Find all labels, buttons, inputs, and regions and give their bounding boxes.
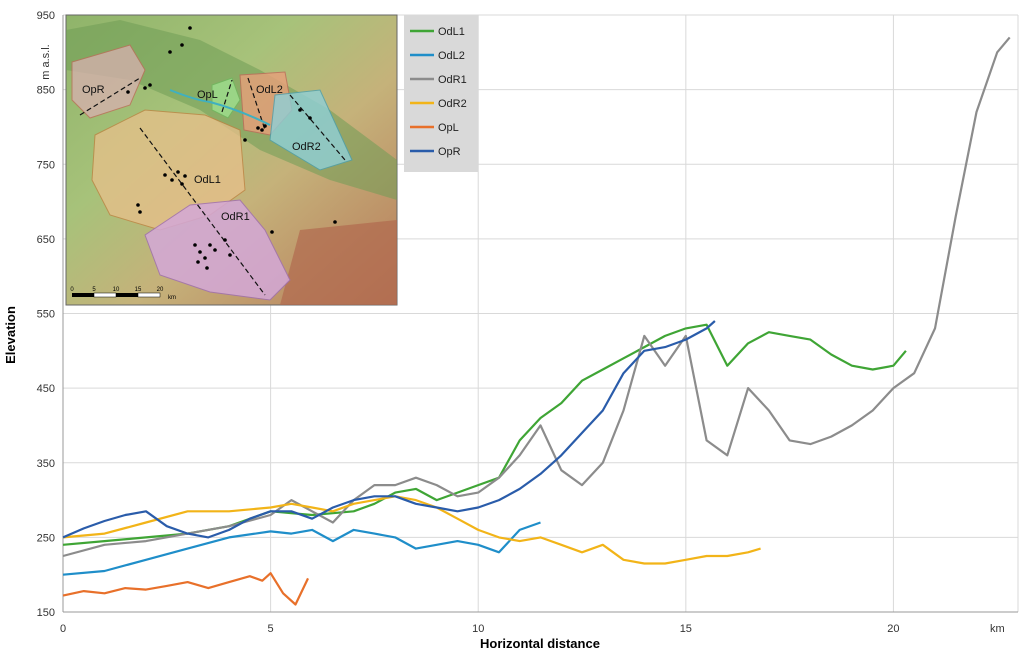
axes	[62, 15, 1018, 613]
legend-label-odl2: OdL2	[438, 50, 465, 62]
map-label-opl: OpL	[197, 89, 218, 101]
y-tick-label: 750	[37, 159, 55, 171]
area-odr1	[144, 199, 291, 301]
y-tick-label: 250	[37, 532, 55, 544]
scale-tick-15: 15	[135, 287, 142, 293]
map-label-odl2: OdL2	[256, 84, 283, 96]
y-tick-label: 950	[37, 10, 55, 22]
y-tick-labels: 150 250 350 450 550 650 750 850 950	[37, 10, 55, 619]
y-tick-label: 350	[37, 458, 55, 470]
x-tick-labels: 0 5 10 15 20	[60, 623, 900, 635]
scale-tick-20: 20	[157, 287, 164, 293]
map-label-odl1: OdL1	[194, 174, 221, 186]
legend-label-opr: OpR	[438, 146, 461, 158]
river	[169, 89, 271, 126]
area-odr2	[269, 89, 353, 171]
y-tick-label: 850	[37, 85, 55, 97]
map-scale-bar: 0 5 10 15 20 km	[70, 287, 176, 301]
y-tick-label: 150	[37, 607, 55, 619]
profile-line-opl	[221, 79, 233, 113]
sample-points	[126, 26, 337, 270]
legend-label-odl1: OdL1	[438, 26, 465, 38]
map-label-odr2: OdR2	[292, 141, 321, 153]
legend-box	[404, 15, 478, 172]
scale-unit: km	[168, 295, 176, 301]
profile-line-odl2	[247, 77, 266, 131]
series-line-odr1	[62, 36, 1011, 558]
scale-tick-10: 10	[113, 287, 120, 293]
x-tick-label: 0	[60, 623, 66, 635]
x-tick-label: 20	[887, 623, 899, 635]
profile-line-odr2	[289, 94, 346, 161]
x-tick-label: 5	[268, 623, 274, 635]
inset-map: 0 5 10 15 20 km OpR OpL OdL2 OdR2 OdL1 O…	[40, 14, 398, 306]
series-lines	[62, 36, 1011, 606]
y-tick-label: 450	[37, 383, 55, 395]
scale-tick-0: 0	[70, 287, 74, 293]
map-mountains	[280, 220, 397, 305]
x-tick-label: 15	[680, 623, 692, 635]
series-line-opr	[62, 320, 716, 539]
area-opr	[71, 44, 146, 119]
map-label-odr1: OdR1	[221, 211, 250, 223]
profile-line-opr	[79, 77, 141, 116]
profile-line-odl1-odr1	[139, 127, 266, 296]
y-tick-label: 650	[37, 234, 55, 246]
y-tick-label: 550	[37, 309, 55, 321]
scale-tick-5: 5	[92, 287, 96, 293]
y-axis-title: Elevation	[3, 306, 18, 364]
x-unit-label: km	[990, 623, 1005, 635]
series-line-odl2	[62, 521, 541, 576]
x-tick-label: 10	[472, 623, 484, 635]
legend-label-odr2: OdR2	[438, 98, 467, 110]
legend-label-odr1: OdR1	[438, 74, 467, 86]
series-line-odr2	[62, 495, 761, 565]
series-line-opl	[62, 572, 309, 606]
legend-label-opl: OpL	[438, 122, 459, 134]
x-axis-title: Horizontal distance	[480, 636, 600, 651]
map-label-opr: OpR	[82, 84, 105, 96]
legend: OdL1 OdL2 OdR1 OdR2 OpL OpR	[404, 15, 478, 172]
map-y-unit: m a.s.l.	[40, 44, 52, 79]
